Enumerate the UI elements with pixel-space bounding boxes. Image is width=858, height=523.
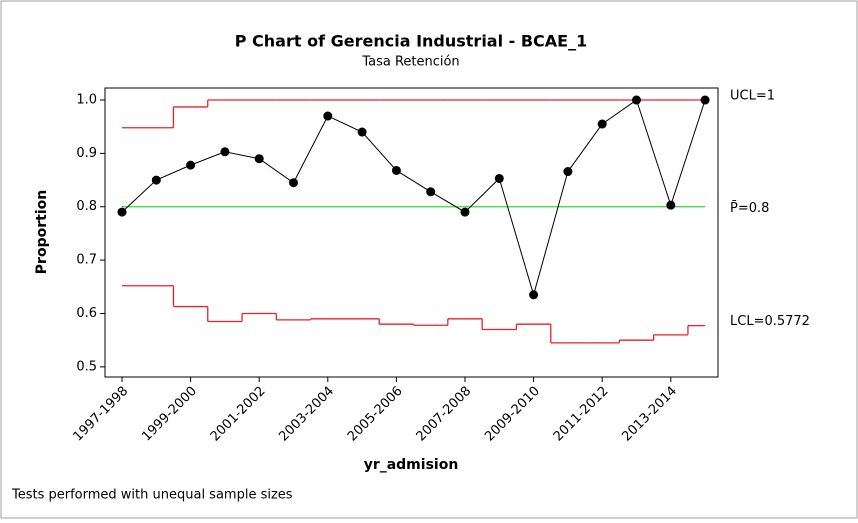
- chart-subtitle: Tasa Retención: [361, 55, 459, 70]
- data-point: [460, 207, 470, 217]
- y-tick-label: 0.8: [76, 199, 97, 214]
- data-line: [121, 99, 706, 297]
- y-tick-label: 0.5: [76, 359, 97, 374]
- data-point: [186, 160, 196, 170]
- data-point: [254, 154, 264, 164]
- data-point: [666, 200, 676, 210]
- data-point: [494, 173, 504, 183]
- data-point: [323, 111, 333, 121]
- data-point: [220, 147, 230, 157]
- y-tick-label: 1.0: [76, 93, 97, 108]
- data-point: [151, 175, 161, 185]
- data-point: [563, 167, 573, 177]
- data-point: [597, 119, 607, 129]
- plot-area: [104, 87, 719, 378]
- data-point: [529, 290, 539, 300]
- data-point: [289, 178, 298, 188]
- data-point: [117, 207, 127, 217]
- data-point: [391, 165, 401, 175]
- center-label: P̄=0.8: [730, 201, 769, 216]
- y-axis-title: Proportion: [34, 190, 50, 274]
- footnote: Tests performed with unequal sample size…: [11, 488, 293, 503]
- data-point: [700, 95, 710, 105]
- x-axis-title: yr_admision: [364, 457, 459, 473]
- y-tick-label: 0.7: [76, 253, 97, 268]
- y-tick-label: 0.6: [76, 306, 97, 321]
- ucl-label: UCL=1: [730, 89, 775, 104]
- data-point: [357, 127, 367, 137]
- y-tick-label: 0.9: [76, 146, 97, 161]
- lcl-label: LCL=0.5772: [730, 314, 810, 329]
- data-point: [632, 95, 641, 105]
- data-point: [426, 187, 436, 197]
- chart-title: P Chart of Gerencia Industrial - BCAE_1: [235, 32, 588, 51]
